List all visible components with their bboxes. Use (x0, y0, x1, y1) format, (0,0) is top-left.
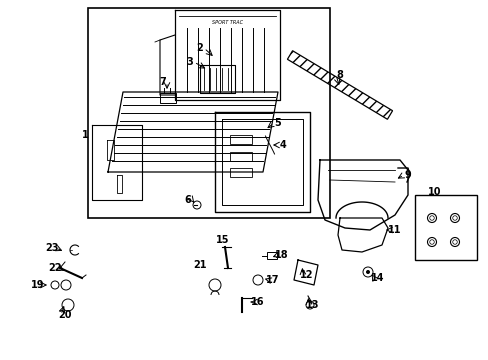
Text: 5: 5 (274, 118, 281, 128)
Text: 21: 21 (193, 260, 206, 270)
Text: 20: 20 (58, 310, 72, 320)
Text: 10: 10 (427, 187, 441, 197)
Text: 9: 9 (404, 170, 410, 180)
Circle shape (365, 270, 369, 274)
Text: 11: 11 (387, 225, 401, 235)
Text: 16: 16 (251, 297, 264, 307)
Text: 14: 14 (370, 273, 384, 283)
Text: 7: 7 (159, 77, 166, 87)
Text: 23: 23 (45, 243, 59, 253)
Text: 15: 15 (216, 235, 229, 245)
Text: SPORT TRAC: SPORT TRAC (211, 19, 242, 24)
Bar (229, 135, 251, 144)
Bar (229, 152, 251, 161)
Text: 12: 12 (300, 270, 313, 280)
Text: 22: 22 (48, 263, 61, 273)
Text: 18: 18 (275, 250, 288, 260)
Text: 4: 4 (279, 140, 286, 150)
Text: 8: 8 (336, 70, 343, 80)
Text: 13: 13 (305, 300, 319, 310)
Bar (229, 168, 251, 177)
Bar (266, 252, 276, 259)
Text: 6: 6 (184, 195, 191, 205)
Text: 3: 3 (186, 57, 193, 67)
Text: 17: 17 (265, 275, 279, 285)
Text: 2: 2 (196, 43, 203, 53)
Text: 1: 1 (81, 130, 88, 140)
Text: 19: 19 (31, 280, 45, 290)
Bar (414, 195, 476, 260)
Bar (88, 8, 329, 218)
Bar (160, 93, 176, 103)
